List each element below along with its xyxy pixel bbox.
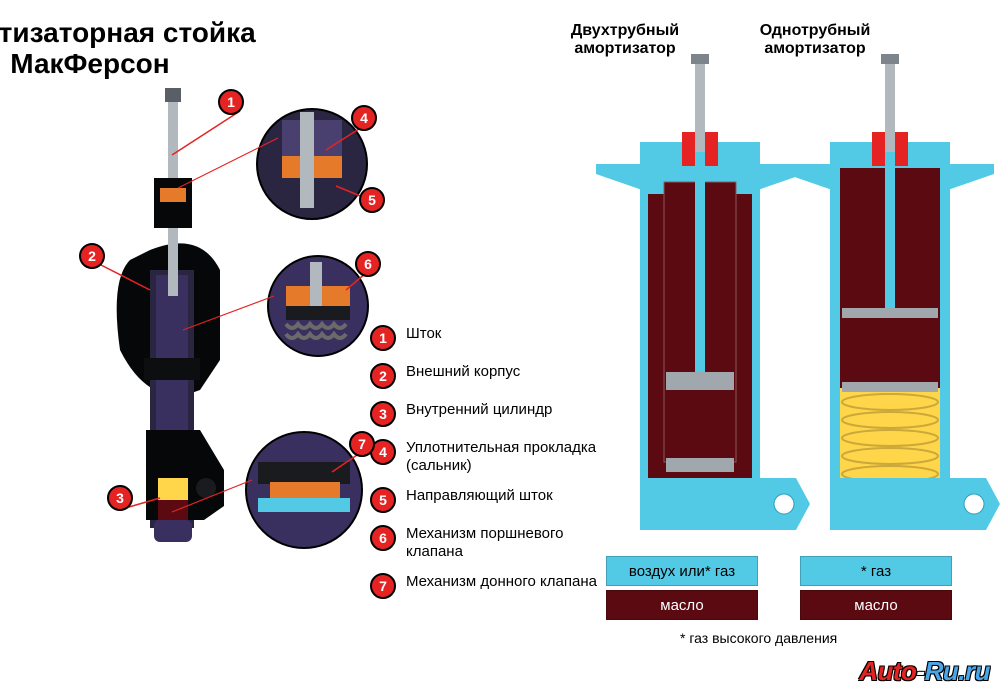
legend-text: Направляющий шток [406, 487, 553, 505]
legend: 1 Шток 2 Внешний корпус 3 Внутренний цилиндр 4… [370, 325, 606, 611]
legend-text: Шток [406, 325, 441, 343]
logo-auto: Auto [859, 656, 916, 686]
legend-item: 6 Механизм поршневого клапана [370, 525, 606, 561]
swatch-mono-gas-label: * газ [861, 563, 891, 580]
title-twin-line1: Двухтрубный [535, 22, 715, 40]
legend-text: Внутренний цилиндр [406, 401, 552, 419]
title-twin: Двухтрубный амортизатор [535, 22, 715, 57]
legend-text: Уплотнительная прокладка (сальник) [406, 439, 606, 475]
footnote: * газ высокого давления [680, 630, 837, 646]
legend-text: Внешний корпус [406, 363, 520, 381]
legend-dot: 7 [370, 573, 396, 599]
swatch-twin-oil-label: масло [660, 597, 703, 614]
legend-dot: 2 [370, 363, 396, 389]
title-mono-line2: амортизатор [725, 40, 905, 58]
legend-item: 4Уплотнительная прокладка (сальник) [370, 439, 606, 475]
title-mono: Однотрубный амортизатор [725, 22, 905, 57]
swatch-twin-gas: воздух или* газ [606, 556, 758, 586]
logo-tld: .ru [958, 656, 990, 686]
callout-pin-2: 2 [79, 243, 105, 269]
swatch-twin-gas-label: воздух или* газ [629, 563, 735, 580]
callout-pin-4: 4 [351, 105, 377, 131]
swatch-twin-oil: масло [606, 590, 758, 620]
title-mono-line1: Однотрубный [725, 22, 905, 40]
swatch-mono-oil: масло [800, 590, 952, 620]
legend-dot: 5 [370, 487, 396, 513]
legend-item: 5 Направляющий шток [370, 487, 606, 513]
callout-pin-7: 7 [349, 431, 375, 457]
legend-dot: 3 [370, 401, 396, 427]
legend-item: 3 Внутренний цилиндр [370, 401, 606, 427]
callout-pin-5: 5 [359, 187, 385, 213]
legend-dot: 1 [370, 325, 396, 351]
logo-ru: Ru [925, 656, 959, 686]
callout-pin-1: 1 [218, 89, 244, 115]
site-logo: Auto-Ru.ru [859, 656, 990, 687]
swatch-mono-gas: * газ [800, 556, 952, 586]
page: Амортизаторная стойка МакФерсон Двухтруб… [0, 0, 1000, 693]
callout-pin-3: 3 [107, 485, 133, 511]
swatch-mono-oil-label: масло [854, 597, 897, 614]
legend-item: 7 Механизм донного клапана [370, 573, 606, 599]
callout-pin-6: 6 [355, 251, 381, 277]
title-main-line2: МакФерсон [0, 49, 320, 80]
logo-dash: - [916, 656, 924, 686]
legend-item: 1 Шток [370, 325, 606, 351]
legend-text: Механизм донного клапана [406, 573, 597, 591]
title-main: Амортизаторная стойка МакФерсон [0, 18, 320, 80]
title-main-line1: Амортизаторная стойка [0, 18, 320, 49]
legend-item: 2 Внешний корпус [370, 363, 606, 389]
legend-dot: 6 [370, 525, 396, 551]
title-twin-line2: амортизатор [535, 40, 715, 58]
legend-text: Механизм поршневого клапана [406, 525, 606, 561]
